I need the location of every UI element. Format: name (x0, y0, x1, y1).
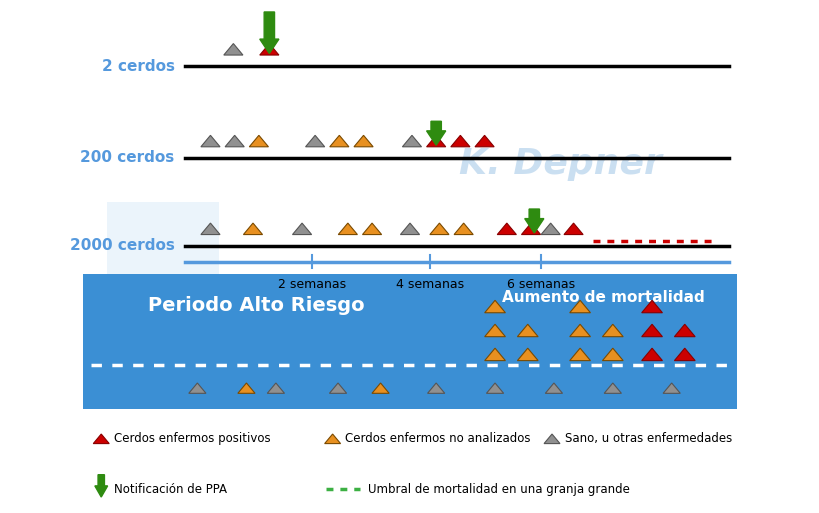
Polygon shape (641, 324, 662, 337)
Polygon shape (305, 135, 324, 147)
Text: Umbral de mortalidad en una granja grande: Umbral de mortalidad en una granja grand… (367, 483, 629, 496)
Polygon shape (454, 223, 473, 234)
Polygon shape (569, 348, 590, 361)
Text: 2 semanas: 2 semanas (278, 278, 346, 291)
Polygon shape (484, 324, 505, 337)
Polygon shape (517, 348, 537, 361)
Polygon shape (673, 324, 695, 337)
Polygon shape (260, 44, 278, 55)
Polygon shape (427, 383, 444, 393)
Polygon shape (641, 348, 662, 361)
Polygon shape (474, 135, 494, 147)
Polygon shape (541, 223, 559, 234)
Polygon shape (338, 223, 357, 234)
Text: Cerdos enfermos no analizados: Cerdos enfermos no analizados (345, 432, 530, 445)
Polygon shape (602, 348, 622, 361)
Polygon shape (201, 135, 219, 147)
Polygon shape (517, 324, 537, 337)
Text: K. Depner: K. Depner (459, 147, 661, 181)
Polygon shape (354, 135, 373, 147)
Polygon shape (673, 348, 695, 361)
Polygon shape (402, 135, 421, 147)
Polygon shape (267, 383, 284, 393)
Polygon shape (486, 383, 503, 393)
Polygon shape (292, 223, 311, 234)
Polygon shape (93, 434, 109, 444)
Text: Sano, u otras enfermedades: Sano, u otras enfermedades (564, 432, 731, 445)
Polygon shape (545, 383, 562, 393)
FancyArrow shape (524, 209, 543, 233)
Text: Periodo Alto Riesgo: Periodo Alto Riesgo (147, 296, 364, 315)
Polygon shape (400, 223, 419, 234)
Polygon shape (543, 434, 559, 444)
Polygon shape (569, 324, 590, 337)
Text: 200 cerdos: 200 cerdos (80, 150, 174, 166)
Polygon shape (604, 383, 621, 393)
Polygon shape (563, 223, 582, 234)
Polygon shape (484, 300, 505, 313)
Bar (83, 273, 736, 409)
Polygon shape (372, 383, 389, 393)
Text: 4 semanas: 4 semanas (395, 278, 463, 291)
Polygon shape (238, 383, 255, 393)
Polygon shape (201, 223, 219, 234)
Polygon shape (329, 383, 346, 393)
Polygon shape (225, 135, 244, 147)
Polygon shape (663, 383, 680, 393)
FancyArrow shape (426, 121, 446, 145)
Text: 2 cerdos: 2 cerdos (102, 58, 174, 74)
FancyArrow shape (260, 12, 278, 53)
FancyArrow shape (95, 475, 107, 497)
Polygon shape (362, 223, 381, 234)
Polygon shape (641, 300, 662, 313)
Text: Aumento de mortalidad: Aumento de mortalidad (501, 290, 704, 305)
Polygon shape (329, 135, 349, 147)
Polygon shape (324, 434, 340, 444)
Polygon shape (496, 223, 516, 234)
Polygon shape (450, 135, 469, 147)
Polygon shape (243, 223, 262, 234)
Polygon shape (429, 223, 449, 234)
Polygon shape (484, 348, 505, 361)
Polygon shape (426, 135, 446, 147)
Polygon shape (521, 223, 540, 234)
Text: 2000 cerdos: 2000 cerdos (70, 238, 174, 253)
Polygon shape (249, 135, 268, 147)
Text: 6 semanas: 6 semanas (506, 278, 574, 291)
Text: Cerdos enfermos positivos: Cerdos enfermos positivos (114, 432, 270, 445)
Polygon shape (106, 202, 218, 313)
Polygon shape (602, 324, 622, 337)
Polygon shape (188, 383, 206, 393)
Polygon shape (224, 44, 242, 55)
Text: Notificación de PPA: Notificación de PPA (114, 483, 227, 496)
Polygon shape (569, 300, 590, 313)
